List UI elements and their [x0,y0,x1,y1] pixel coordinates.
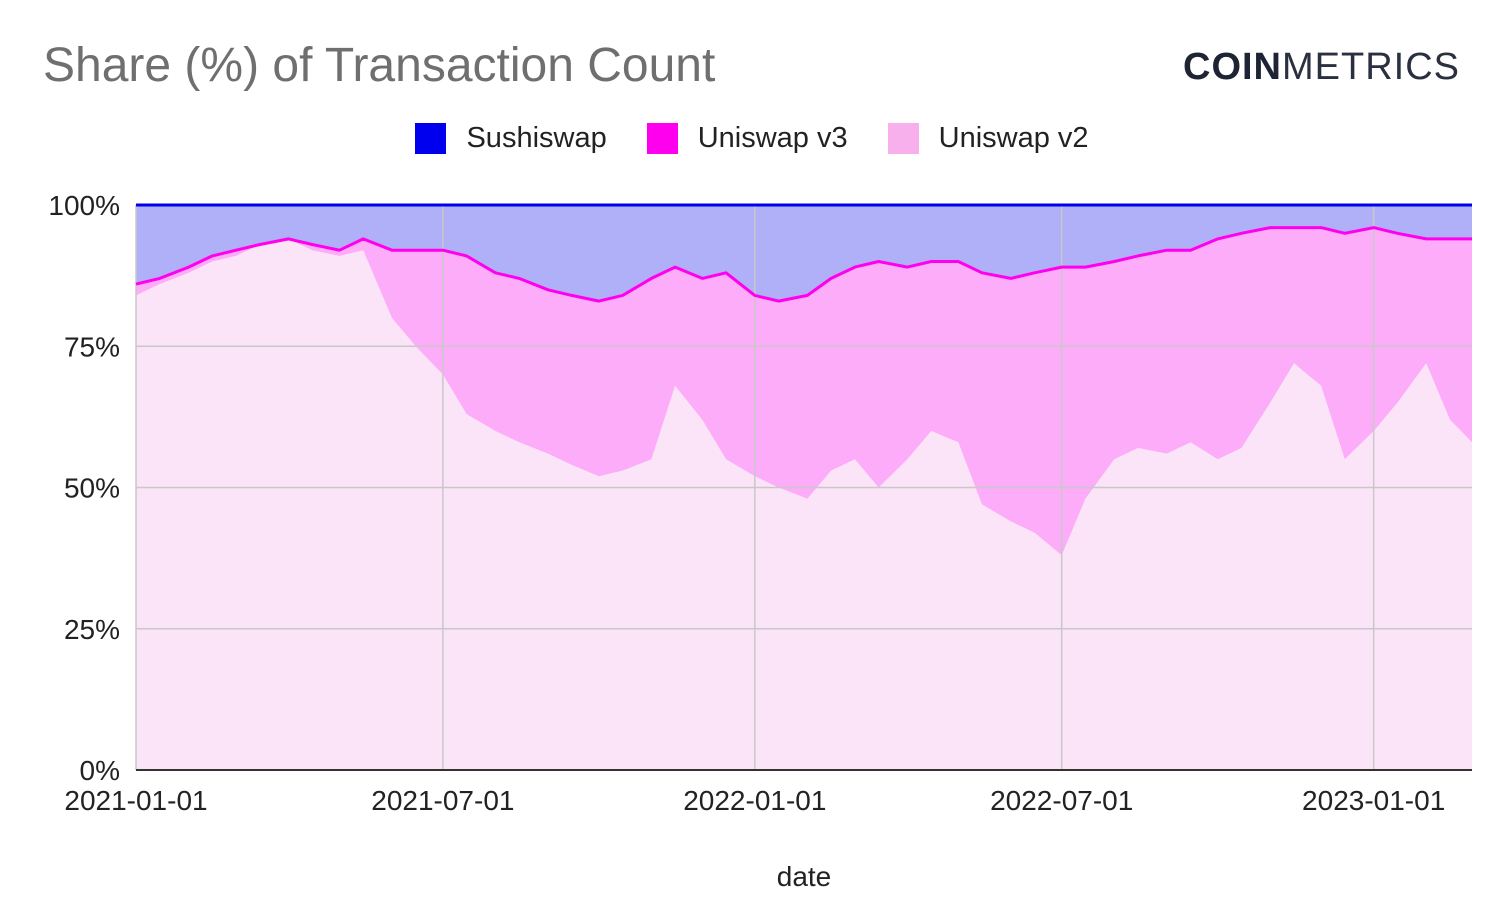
legend-swatch-sushiswap [415,123,447,154]
legend-swatch-uniswap-v3 [646,123,678,154]
y-tick-label: 75% [64,331,120,362]
x-tick-label: 2022-07-01 [990,785,1133,816]
x-tick-label: 2021-07-01 [371,785,514,816]
y-tick-label: 50% [64,473,120,504]
y-tick-label: 0% [80,755,120,786]
chart-legend: Sushiswap Uniswap v3 Uniswap v2 [0,122,1504,155]
legend-label-uniswap-v2: Uniswap v2 [938,122,1089,154]
area-uniswap-v3 [136,227,1472,556]
x-tick-label: 2021-01-01 [64,785,207,816]
tick-labels: 0% 25% 50% 75% 100% 2021-01-01 2021-07-01 2022-… [48,190,1445,816]
legend-label-sushiswap: Sushiswap [466,122,607,154]
x-tick-label: 2022-01-01 [683,785,826,816]
coinmetrics-logo: COINMETRICS [1183,46,1460,89]
legend-item-uniswap-v3[interactable]: Uniswap v3 [646,122,848,155]
legend-item-uniswap-v2[interactable]: Uniswap v2 [887,122,1089,155]
chart-title: Share (%) of Transaction Count [43,39,716,92]
area-sushiswap [136,205,1472,302]
legend-item-sushiswap[interactable]: Sushiswap [415,122,607,155]
series-areas [136,205,1472,770]
y-tick-label: 25% [64,614,120,645]
legend-swatch-uniswap-v2 [887,123,919,154]
x-tick-label: 2023-01-01 [1302,785,1445,816]
x-axis-title: date [777,861,832,892]
series-lines [135,203,1472,303]
logo-light-text: METRICS [1282,46,1460,88]
logo-bold-text: COIN [1183,46,1282,88]
line-uniswap-v3 [135,226,1472,303]
area-uniswap-v2 [136,238,1472,770]
legend-label-uniswap-v3: Uniswap v3 [697,122,848,154]
y-tick-label: 100% [48,190,120,221]
